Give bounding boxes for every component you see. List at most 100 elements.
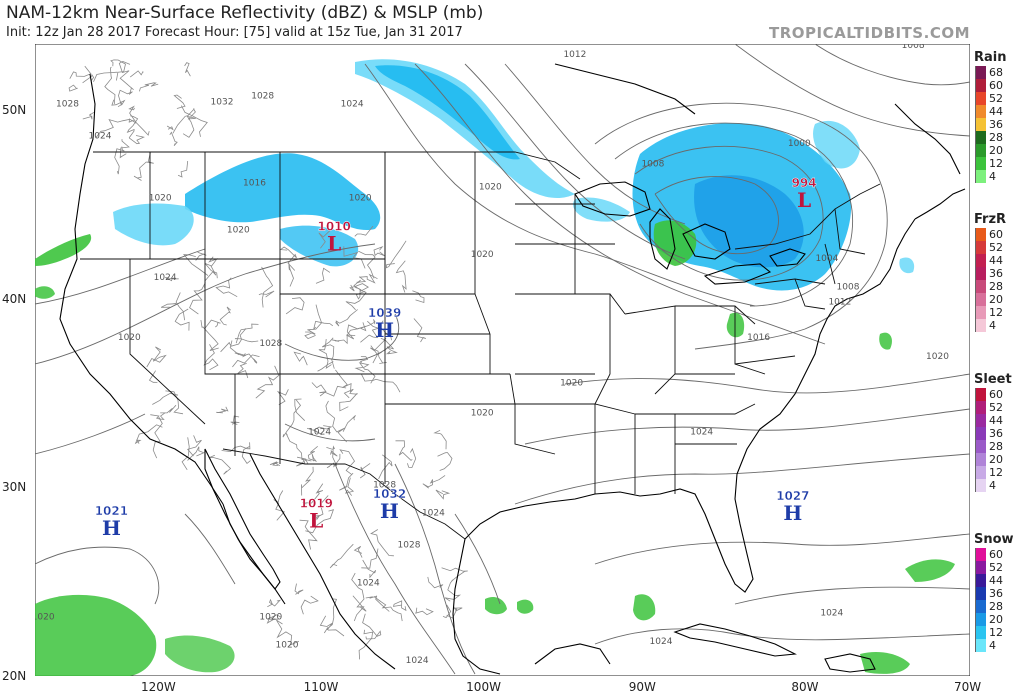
legend-swatch <box>975 157 986 170</box>
terrain-contour <box>321 337 335 369</box>
state-boundary <box>675 403 756 415</box>
longitude-label: 70W <box>954 680 982 694</box>
terrain-contour <box>304 332 316 339</box>
isobar-label: 1020 <box>471 409 494 419</box>
isobar-line <box>184 513 236 585</box>
snow-band-great-lakes-core <box>694 175 804 268</box>
longitude-label: 100W <box>466 680 501 694</box>
high-pressure-symbol: H <box>380 499 399 523</box>
pressure-value: 1032 <box>373 487 406 501</box>
legend-swatch <box>975 254 986 267</box>
terrain-contour <box>95 118 130 139</box>
snow-band-northern-rockies <box>185 153 381 231</box>
isobar-line <box>594 628 970 645</box>
high-pressure-symbol: H <box>375 318 394 342</box>
terrain-contour <box>385 240 407 269</box>
chart-header: NAM-12km Near-Surface Reflectivity (dBZ)… <box>0 0 1024 44</box>
rain-patch-gulf <box>485 597 507 615</box>
terrain-contour <box>437 452 453 471</box>
legend-value: 60 <box>989 79 1003 92</box>
terrain-contour <box>220 328 247 353</box>
legend-sleet: Sleet 60 52 44 36 28 20 12 4 <box>971 372 1024 492</box>
terrain-contour <box>219 306 231 326</box>
isobar-line <box>394 463 476 675</box>
coastline-segment <box>554 63 696 115</box>
rain-patch-gulf-2 <box>517 599 534 614</box>
precipitation-layer <box>35 59 955 676</box>
coastline-segment <box>452 538 501 675</box>
coastline-segment <box>204 448 281 590</box>
terrain-contour <box>330 450 338 457</box>
isobar-label: 1024 <box>690 428 713 438</box>
legend-swatch <box>975 427 986 440</box>
state-boundary <box>222 448 466 540</box>
terrain-contour <box>319 385 347 397</box>
terrain-contour <box>221 442 251 453</box>
legend-swatch <box>975 92 986 105</box>
terrain-contour <box>359 319 376 332</box>
latitude-label: 30N <box>2 480 27 495</box>
isobar-label: 1024 <box>341 99 364 109</box>
isobar-line <box>594 102 888 350</box>
legend-swatch <box>975 466 986 479</box>
terrain-contour <box>345 477 355 496</box>
terrain-contour <box>299 519 318 550</box>
terrain-contour <box>258 290 275 298</box>
terrain-contour <box>435 489 451 500</box>
isobar-label: 1024 <box>422 509 445 519</box>
pressure-value: 1010 <box>317 219 350 233</box>
state-boundary <box>734 355 796 365</box>
isobar-line <box>35 546 160 605</box>
terrain-contour <box>413 318 427 343</box>
legend-row: 36 <box>971 267 1024 280</box>
low-pressure-symbol: L <box>327 231 341 255</box>
legend-title: Rain <box>974 50 1007 65</box>
chart-subtitle: Init: 12z Jan 28 2017 Forecast Hour: [75… <box>6 25 463 40</box>
legend-value: 52 <box>989 241 1003 254</box>
isobar-label: 1016 <box>747 333 770 343</box>
isobar-label: 1020 <box>479 182 502 192</box>
latitude-label: 20N <box>2 669 27 683</box>
isobar-lines <box>35 44 970 675</box>
legend-value: 36 <box>989 427 1003 440</box>
legend-value: 28 <box>989 131 1003 144</box>
isobar-label: 1008 <box>837 282 860 292</box>
isobar-label: 1020 <box>259 612 282 622</box>
snow-band-idaho <box>113 203 194 246</box>
terrain-contour <box>182 109 196 138</box>
legend-value: 60 <box>989 548 1003 561</box>
pressure-value: 1019 <box>300 497 333 511</box>
legend-row: 52 <box>971 561 1024 574</box>
terrain-contour <box>313 495 329 521</box>
legend-swatch <box>975 587 986 600</box>
legend-value: 60 <box>989 388 1003 401</box>
legend-row: 20 <box>971 453 1024 466</box>
legend-row: 28 <box>971 131 1024 144</box>
terrain-contour <box>180 105 208 137</box>
legend-swatch <box>975 600 986 613</box>
longitude-label: 110W <box>303 680 339 694</box>
legend-swatch <box>975 561 986 574</box>
isobar-line <box>504 63 686 225</box>
legend-row: 4 <box>971 170 1024 183</box>
legend-title: Sleet <box>974 372 1012 387</box>
isobar-line <box>454 513 501 605</box>
state-boundary <box>834 208 866 255</box>
legend-value: 4 <box>989 319 996 332</box>
terrain-contour <box>370 529 394 557</box>
weather-map: 1036102810241032102810241012100810001008… <box>35 44 970 676</box>
coastline-segment <box>249 453 396 670</box>
legend-value: 28 <box>989 600 1003 613</box>
isobar-label: 1028 <box>251 92 274 102</box>
legend-row: 60 <box>971 79 1024 92</box>
latitude-label: 50N <box>2 103 27 118</box>
legend-value: 4 <box>989 170 996 183</box>
state-boundary <box>509 373 516 405</box>
isobar-line <box>634 145 824 281</box>
isobar-label: 1020 <box>471 250 494 260</box>
legend-swatch <box>975 66 986 79</box>
terrain-contour <box>353 279 366 300</box>
state-boundary <box>93 151 581 180</box>
terrain-contour <box>285 297 305 315</box>
